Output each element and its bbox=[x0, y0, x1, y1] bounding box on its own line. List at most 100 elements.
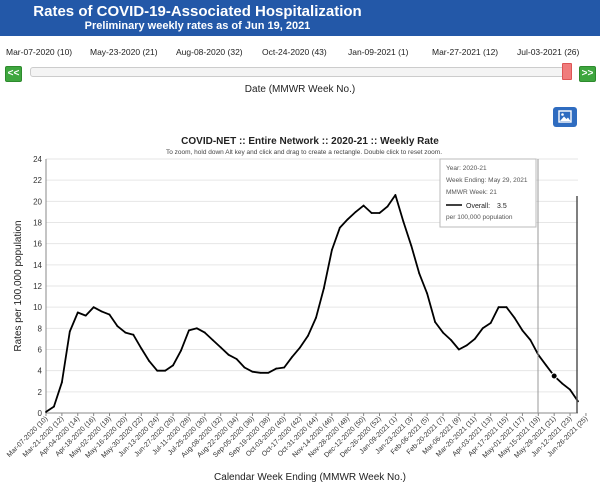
data-point[interactable] bbox=[60, 381, 63, 384]
page-subtitle: Preliminary weekly rates as of Jun 19, 2… bbox=[84, 20, 311, 32]
y-tick-label: 18 bbox=[33, 219, 42, 228]
data-point[interactable] bbox=[362, 204, 365, 207]
data-point[interactable] bbox=[465, 344, 468, 347]
data-point[interactable] bbox=[68, 330, 71, 333]
data-point[interactable] bbox=[386, 205, 389, 208]
data-point[interactable] bbox=[243, 366, 246, 369]
data-point[interactable] bbox=[315, 316, 317, 319]
data-point[interactable] bbox=[267, 371, 270, 374]
data-point[interactable] bbox=[211, 339, 214, 341]
data-point[interactable] bbox=[203, 331, 206, 334]
data-point[interactable] bbox=[180, 349, 182, 352]
data-point[interactable] bbox=[299, 346, 301, 349]
slider-date-label: Mar-07-2020 (10) bbox=[6, 47, 73, 57]
data-point[interactable] bbox=[457, 348, 460, 351]
tooltip-season: Year: 2020-21 bbox=[446, 165, 487, 172]
y-tick-label: 2 bbox=[38, 388, 43, 397]
y-tick-label: 16 bbox=[33, 240, 42, 249]
data-point[interactable] bbox=[116, 325, 119, 328]
data-point[interactable] bbox=[251, 370, 254, 373]
data-point[interactable] bbox=[164, 369, 167, 372]
slider-axis-title: Date (MMWR Week No.) bbox=[244, 84, 356, 95]
data-point[interactable] bbox=[410, 244, 413, 247]
data-point[interactable] bbox=[259, 371, 262, 374]
data-point[interactable] bbox=[561, 382, 564, 385]
data-point[interactable] bbox=[505, 306, 508, 309]
image-export-button[interactable] bbox=[553, 107, 577, 127]
tooltip: Year: 2020-21 Week Ending: May 29, 2021 … bbox=[439, 158, 537, 228]
data-point[interactable] bbox=[529, 339, 532, 341]
data-point[interactable] bbox=[219, 346, 222, 349]
chart-title: COVID-NET :: Entire Network :: 2020-21 :… bbox=[181, 136, 439, 147]
data-point[interactable] bbox=[195, 327, 198, 330]
data-point[interactable] bbox=[450, 339, 452, 341]
data-point[interactable] bbox=[370, 212, 373, 214]
data-point[interactable] bbox=[124, 331, 127, 334]
data-point[interactable] bbox=[307, 334, 309, 337]
previous-week-button[interactable]: << bbox=[5, 66, 22, 82]
data-point[interactable] bbox=[188, 329, 190, 332]
next-week-button[interactable]: >> bbox=[579, 66, 596, 82]
date-slider-handle[interactable] bbox=[562, 63, 572, 80]
y-tick-label: 4 bbox=[38, 367, 43, 376]
y-tick-label: 22 bbox=[33, 176, 42, 185]
data-point[interactable] bbox=[545, 364, 548, 367]
chart-subtitle: To zoom, hold down Alt key and click and… bbox=[166, 149, 442, 156]
data-point[interactable] bbox=[148, 360, 151, 363]
y-tick-label: 24 bbox=[33, 155, 42, 164]
data-point[interactable] bbox=[100, 310, 103, 313]
data-point[interactable] bbox=[330, 249, 333, 251]
data-point[interactable] bbox=[442, 331, 444, 334]
data-point[interactable] bbox=[402, 220, 405, 223]
slider-date-label: Aug-08-2020 (32) bbox=[176, 47, 243, 57]
slider-date-label: Jan-09-2021 (1) bbox=[348, 47, 409, 57]
tooltip-box bbox=[439, 158, 537, 228]
data-point[interactable] bbox=[172, 364, 174, 367]
data-point[interactable] bbox=[497, 306, 500, 309]
data-point[interactable] bbox=[378, 212, 381, 214]
data-point[interactable] bbox=[354, 211, 357, 213]
data-point[interactable] bbox=[569, 388, 571, 391]
data-point[interactable] bbox=[45, 411, 47, 413]
data-point[interactable] bbox=[346, 218, 349, 221]
tooltip-unit: per 100,000 population bbox=[446, 214, 513, 221]
y-axis-label: Rates per 100,000 population bbox=[13, 220, 24, 351]
data-point[interactable] bbox=[156, 369, 159, 372]
data-point[interactable] bbox=[481, 327, 484, 330]
tooltip-series-label: Overall: bbox=[466, 203, 490, 210]
slider-date-label: Oct-24-2020 (43) bbox=[262, 47, 327, 57]
data-point[interactable] bbox=[132, 333, 135, 336]
series-line-overall bbox=[45, 194, 579, 413]
data-point[interactable] bbox=[521, 329, 524, 332]
data-point[interactable] bbox=[227, 353, 230, 356]
data-point[interactable] bbox=[84, 314, 87, 317]
image-icon bbox=[558, 110, 572, 123]
tooltip-mmwr-week: MMWR Week: 21 bbox=[446, 189, 497, 196]
app-header: Rates of COVID-19-Associated Hospitaliza… bbox=[0, 0, 600, 36]
data-point[interactable] bbox=[76, 311, 79, 314]
hospitalization-rate-chart: COVID-NET :: Entire Network :: 2020-21 :… bbox=[6, 136, 589, 483]
data-point[interactable] bbox=[513, 316, 516, 319]
data-point[interactable] bbox=[108, 313, 111, 316]
y-tick-label: 12 bbox=[33, 282, 42, 291]
data-point[interactable] bbox=[283, 366, 286, 369]
data-point[interactable] bbox=[489, 322, 492, 324]
data-point[interactable] bbox=[53, 405, 55, 408]
data-point[interactable] bbox=[473, 338, 476, 340]
date-slider-track[interactable] bbox=[30, 67, 572, 77]
data-point[interactable] bbox=[291, 356, 294, 358]
data-point[interactable] bbox=[140, 347, 143, 350]
y-tick-label: 20 bbox=[33, 197, 42, 206]
data-point[interactable] bbox=[418, 272, 421, 275]
data-point[interactable] bbox=[394, 194, 397, 196]
data-point[interactable] bbox=[434, 321, 436, 323]
highlighted-data-point[interactable] bbox=[550, 372, 558, 380]
data-point[interactable] bbox=[338, 226, 341, 229]
data-point[interactable] bbox=[426, 292, 429, 295]
x-axis-label: Calendar Week Ending (MMWR Week No.) bbox=[214, 472, 406, 483]
data-point[interactable] bbox=[275, 367, 278, 370]
data-point[interactable] bbox=[323, 287, 325, 290]
data-point[interactable] bbox=[235, 358, 238, 360]
data-point[interactable] bbox=[92, 306, 95, 309]
y-tick-label: 14 bbox=[33, 261, 42, 270]
